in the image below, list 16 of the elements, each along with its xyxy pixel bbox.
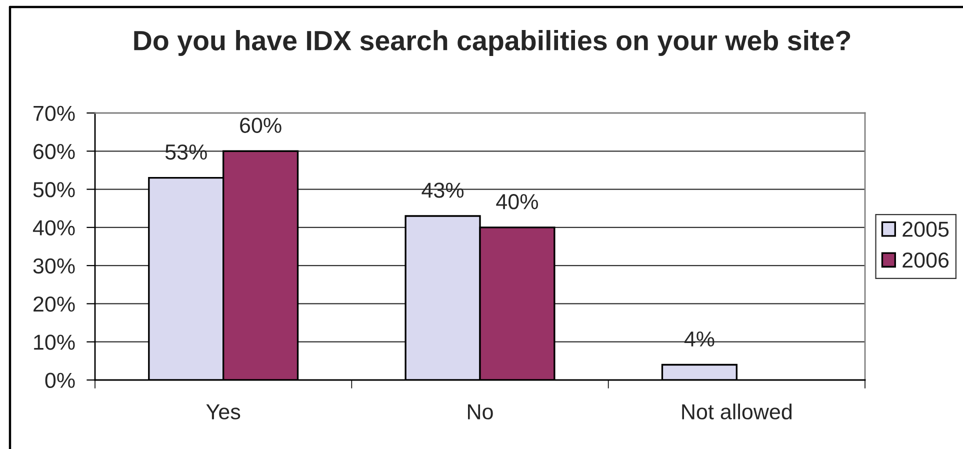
y-tick-label: 10% bbox=[34, 334, 75, 350]
data-label: 60% bbox=[240, 118, 282, 133]
y-tick-label: 70% bbox=[34, 106, 75, 122]
y-tick-label: 50% bbox=[33, 182, 75, 198]
y-tick-label: 30% bbox=[33, 258, 75, 274]
x-tick-label: Yes bbox=[206, 404, 240, 420]
x-tick-label: Not allowed bbox=[682, 404, 792, 420]
data-label: 40% bbox=[496, 194, 538, 210]
y-tick-label: 40% bbox=[32, 220, 75, 236]
y-tick-label: 20% bbox=[34, 296, 75, 312]
y-tick-label: 60% bbox=[34, 144, 75, 160]
legend-label: 2005 bbox=[902, 222, 949, 237]
y-tick-label: 0% bbox=[45, 372, 75, 388]
x-tick-label: No bbox=[468, 404, 493, 420]
chart-title: Do you have IDX search capabilities on your web site? bbox=[134, 30, 850, 56]
legend-label: 2006 bbox=[902, 252, 949, 268]
